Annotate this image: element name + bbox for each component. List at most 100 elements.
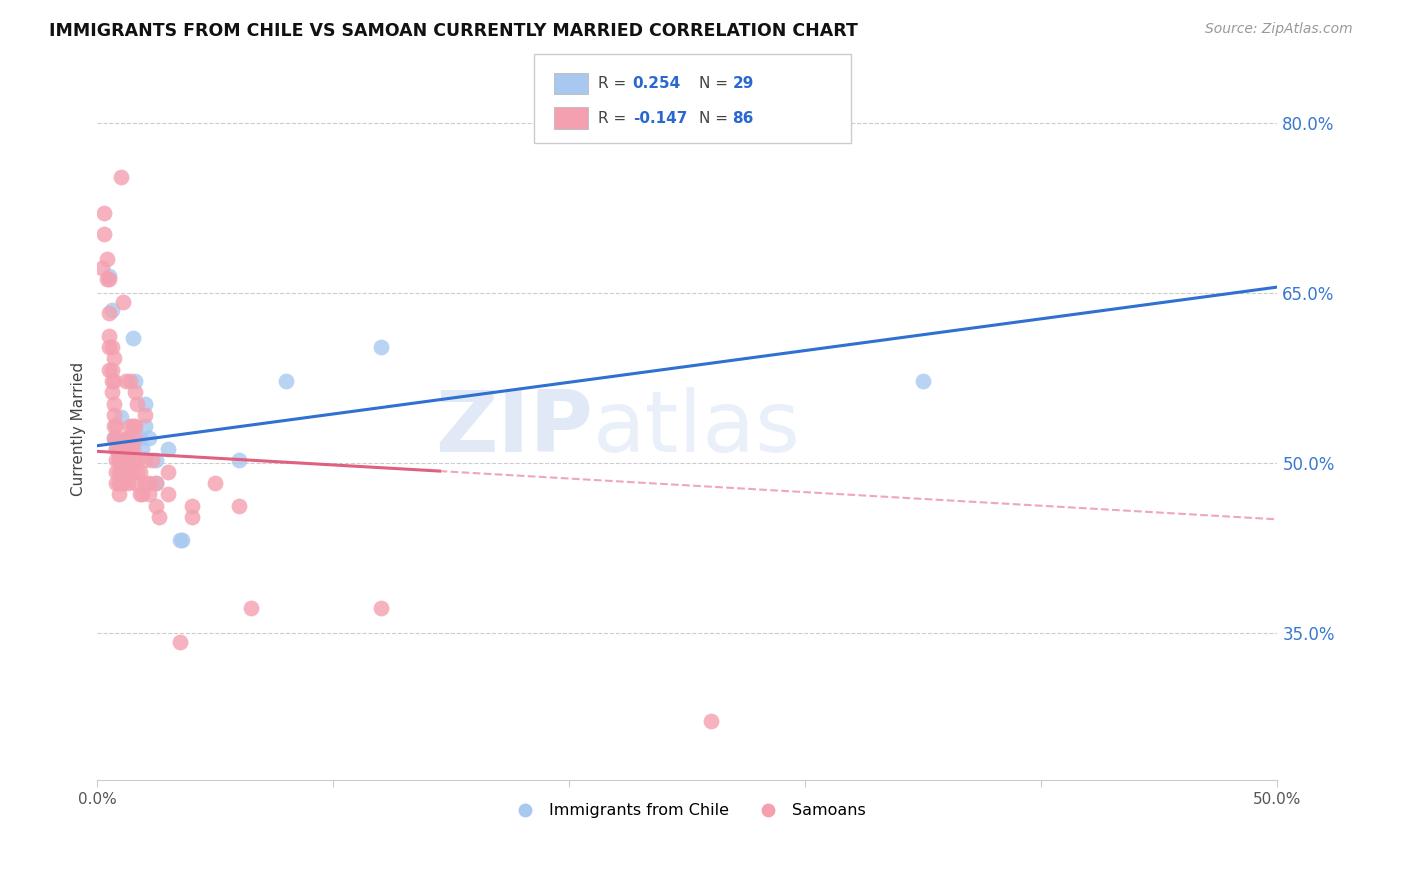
Point (121, 442, 143, 456)
Text: IMMIGRANTS FROM CHILE VS SAMOAN CURRENTLY MARRIED CORRELATION CHART: IMMIGRANTS FROM CHILE VS SAMOAN CURRENTL… (49, 22, 858, 40)
Point (120, 374, 142, 388)
Point (120, 442, 142, 456)
Point (98, 363, 121, 377)
Point (117, 465, 139, 479)
Point (110, 170, 132, 185)
Point (107, 442, 129, 456)
Point (276, 374, 298, 388)
Point (103, 351, 125, 366)
Text: R =: R = (598, 76, 631, 91)
Point (148, 510, 170, 524)
Text: N =: N = (699, 76, 733, 91)
Point (112, 465, 135, 479)
Point (912, 374, 935, 388)
Point (100, 374, 122, 388)
Point (93, 206, 115, 220)
Point (138, 476, 160, 491)
Point (100, 340, 122, 354)
Point (110, 476, 132, 491)
Point (134, 453, 156, 467)
Point (100, 363, 122, 377)
Point (117, 453, 139, 467)
Point (98, 272, 121, 286)
Point (100, 302, 122, 317)
Point (117, 476, 139, 491)
Point (157, 442, 180, 456)
Point (98, 340, 121, 354)
Point (128, 431, 150, 445)
Point (145, 453, 167, 467)
Point (121, 419, 143, 434)
Point (120, 465, 142, 479)
Point (110, 465, 132, 479)
Point (145, 476, 167, 491)
Point (145, 499, 167, 513)
Point (134, 408, 156, 422)
Point (145, 476, 167, 491)
Point (169, 634, 191, 648)
Point (112, 294, 135, 309)
Point (228, 453, 250, 467)
Point (141, 453, 163, 467)
Text: 86: 86 (733, 111, 754, 126)
Point (103, 374, 125, 388)
Text: Source: ZipAtlas.com: Source: ZipAtlas.com (1205, 22, 1353, 37)
Point (127, 397, 149, 411)
Point (239, 600, 262, 615)
Point (103, 419, 125, 434)
Point (124, 419, 146, 434)
Point (128, 487, 150, 501)
Point (700, 714, 723, 728)
Point (172, 533, 194, 547)
Point (112, 442, 135, 456)
Text: R =: R = (598, 111, 631, 126)
Point (180, 499, 202, 513)
Point (105, 453, 128, 467)
Point (138, 431, 160, 445)
Point (124, 476, 146, 491)
Point (120, 419, 142, 434)
Point (117, 431, 139, 445)
Point (103, 408, 125, 422)
Point (103, 431, 125, 445)
Point (157, 465, 180, 479)
Point (134, 476, 156, 491)
Text: 29: 29 (733, 76, 754, 91)
Point (107, 453, 129, 467)
Point (124, 431, 146, 445)
Point (204, 476, 226, 491)
Point (134, 419, 156, 434)
Point (98, 306, 121, 320)
Point (96, 272, 118, 286)
Point (121, 331, 143, 345)
Point (98, 268, 121, 283)
Point (112, 453, 135, 467)
Point (117, 453, 139, 467)
Point (100, 385, 122, 400)
Point (370, 340, 392, 354)
Point (127, 453, 149, 467)
Point (134, 397, 156, 411)
Point (110, 410, 132, 425)
Point (138, 487, 160, 501)
Point (110, 453, 132, 467)
Point (124, 374, 146, 388)
Point (121, 453, 143, 467)
Point (105, 476, 128, 491)
Legend: Immigrants from Chile, Samoans: Immigrants from Chile, Samoans (502, 797, 873, 825)
Point (103, 431, 125, 445)
Text: atlas: atlas (593, 387, 801, 470)
Point (131, 442, 153, 456)
Point (117, 431, 139, 445)
Y-axis label: Currently Married: Currently Married (72, 361, 86, 496)
Point (114, 374, 136, 388)
Point (107, 476, 129, 491)
Text: 0.254: 0.254 (633, 76, 681, 91)
Point (127, 465, 149, 479)
Point (110, 453, 132, 467)
Point (114, 442, 136, 456)
Point (110, 442, 132, 456)
Point (98, 328, 121, 343)
Point (124, 385, 146, 400)
Point (105, 419, 128, 434)
